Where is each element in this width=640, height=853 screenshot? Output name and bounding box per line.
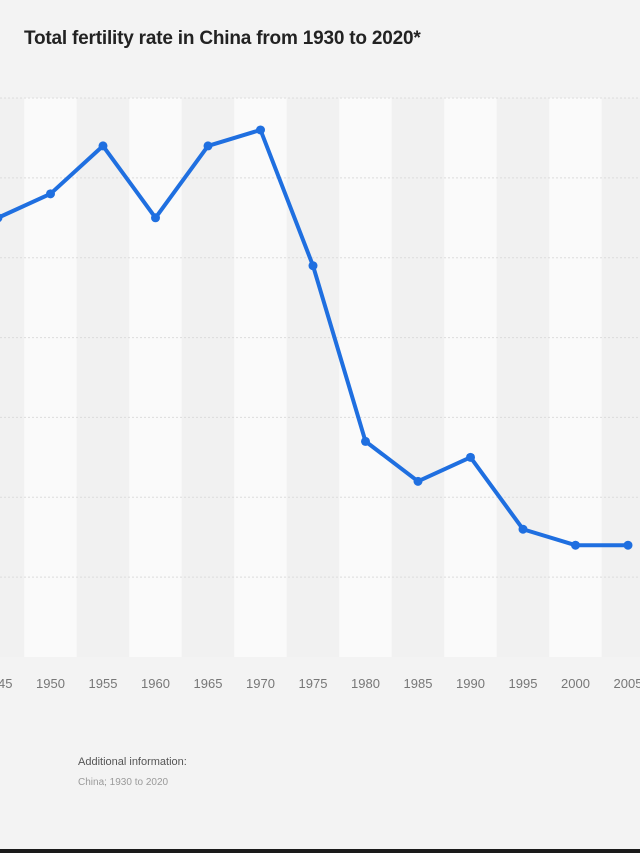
data-point[interactable] (0, 213, 3, 222)
plot-band (286, 98, 340, 657)
x-axis-tick-labels: 1945 1950 1955 1960 1965 1970 1975 1980 1985 1990… (0, 676, 640, 691)
data-point[interactable] (308, 261, 318, 271)
plot-band (24, 98, 77, 657)
data-point[interactable] (518, 524, 528, 534)
plot-band (76, 98, 130, 657)
plot-band (234, 98, 287, 657)
plot-band (129, 98, 182, 657)
data-point[interactable] (466, 452, 475, 462)
x-tick-label: 1965 (194, 676, 223, 691)
x-tick-label: 1945 (0, 676, 12, 691)
data-point[interactable] (98, 141, 108, 151)
line-chart: 1945 1950 1955 1960 1965 1970 1975 1980 1985 1990… (0, 97, 640, 691)
plot-band (549, 98, 602, 657)
x-tick-label: 1980 (351, 676, 380, 691)
gridlines (0, 97, 640, 578)
data-point[interactable] (46, 189, 55, 199)
x-tick-label: 1975 (299, 676, 328, 691)
data-point[interactable] (571, 540, 580, 550)
plot-background-bands (0, 98, 640, 657)
plot-band (181, 98, 235, 657)
x-tick-label: 2000 (561, 676, 590, 691)
data-point[interactable] (361, 436, 370, 446)
plot-band (444, 98, 497, 657)
x-tick-label: 2005 (614, 676, 640, 691)
data-point[interactable] (151, 213, 160, 223)
plot-band (601, 98, 640, 657)
data-point[interactable] (256, 125, 265, 135)
x-tick-label: 1955 (89, 676, 118, 691)
data-point[interactable] (413, 476, 423, 486)
x-tick-label: 1960 (141, 676, 170, 691)
source-note: China; 1930 to 2020 (78, 777, 169, 788)
data-point[interactable] (203, 141, 213, 151)
data-point[interactable] (623, 540, 633, 550)
x-tick-label: 1950 (36, 676, 65, 691)
x-tick-label: 1990 (456, 676, 485, 691)
x-tick-label: 1985 (404, 676, 433, 691)
additional-information-link[interactable]: Additional information: (78, 756, 187, 768)
plot-band (391, 98, 445, 657)
bottom-border (0, 849, 640, 853)
x-tick-label: 1970 (246, 676, 275, 691)
chart-title: Total fertility rate in China from 1930 … (24, 28, 421, 49)
plot-band (496, 98, 550, 657)
plot-band (0, 98, 25, 657)
data-points (0, 125, 633, 550)
x-tick-label: 1995 (509, 676, 538, 691)
